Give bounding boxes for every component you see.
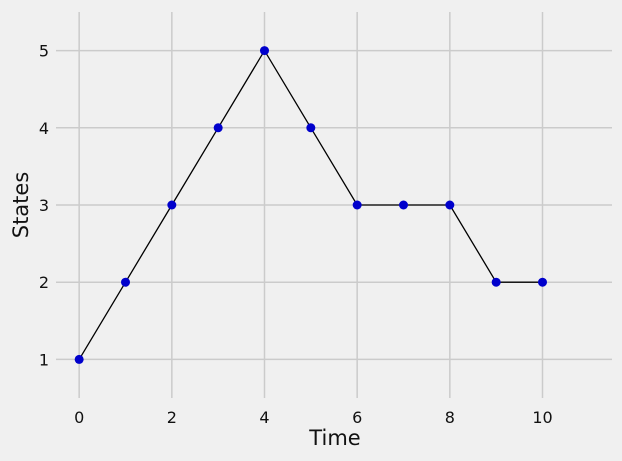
- data-point: [399, 200, 408, 210]
- data-point: [260, 46, 269, 56]
- x-tick-label: 8: [445, 408, 455, 427]
- data-point: [74, 354, 84, 364]
- data-point: [213, 123, 223, 133]
- y-tick-label: 3: [39, 196, 49, 215]
- x-tick-label: 0: [74, 408, 84, 427]
- data-point: [445, 200, 455, 210]
- y-tick-label: 2: [39, 273, 49, 292]
- data-point: [306, 123, 316, 133]
- y-tick-label: 4: [39, 119, 49, 138]
- data-point: [352, 200, 362, 210]
- x-tick-label: 2: [167, 408, 177, 427]
- x-tick-label: 10: [532, 408, 552, 427]
- y-tick-label: 1: [39, 350, 49, 369]
- data-point: [491, 277, 501, 287]
- x-axis-label: Time: [308, 426, 360, 450]
- data-point: [121, 277, 130, 287]
- y-axis-label: States: [9, 172, 33, 239]
- data-point: [167, 200, 177, 210]
- x-tick-label: 4: [259, 408, 269, 427]
- data-point: [538, 277, 547, 287]
- series-layer: [74, 46, 547, 364]
- x-tick-label: 6: [352, 408, 362, 427]
- y-tick-label: 5: [39, 42, 49, 61]
